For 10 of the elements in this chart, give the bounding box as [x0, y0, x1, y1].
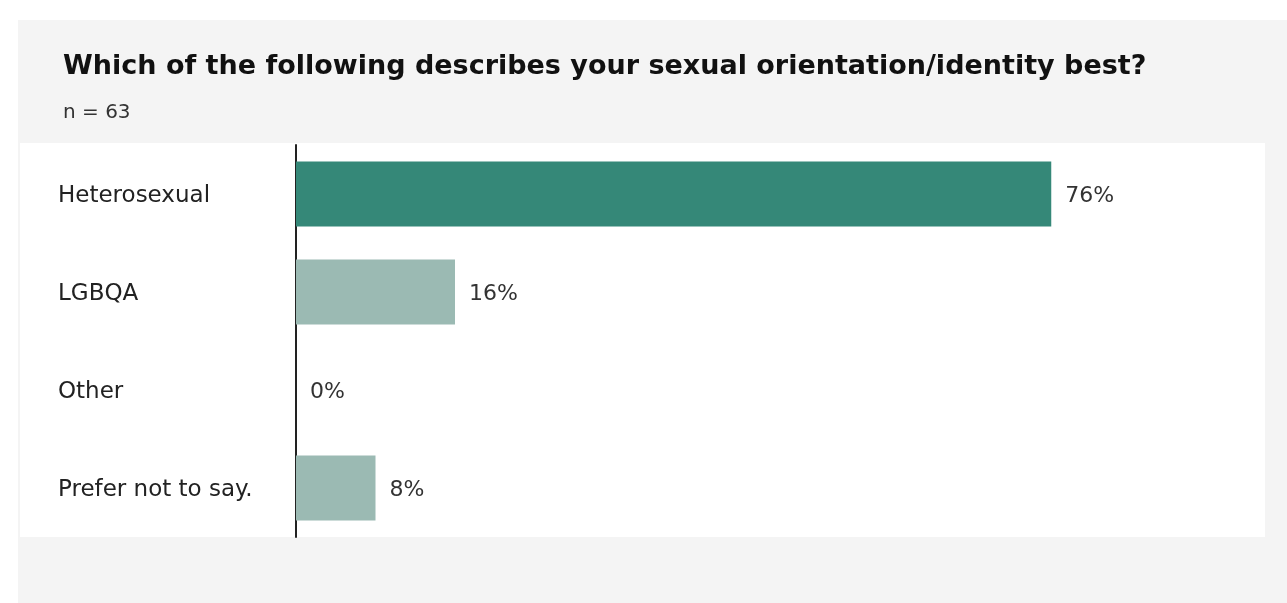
chart-title: Which of the following describes your sexual orientation/identity best?: [63, 49, 1147, 80]
data-label: 8%: [389, 475, 425, 501]
y-tick-label: Prefer not to say.: [58, 475, 253, 501]
y-tick-label: Heterosexual: [58, 181, 211, 207]
data-label: 76%: [1065, 181, 1115, 207]
data-label: 0%: [310, 377, 345, 403]
y-tick-label: Other: [58, 377, 124, 403]
data-label: 16%: [469, 279, 518, 305]
y-tick-label: LGBQA: [58, 279, 139, 305]
text: n = 63: [63, 99, 131, 123]
